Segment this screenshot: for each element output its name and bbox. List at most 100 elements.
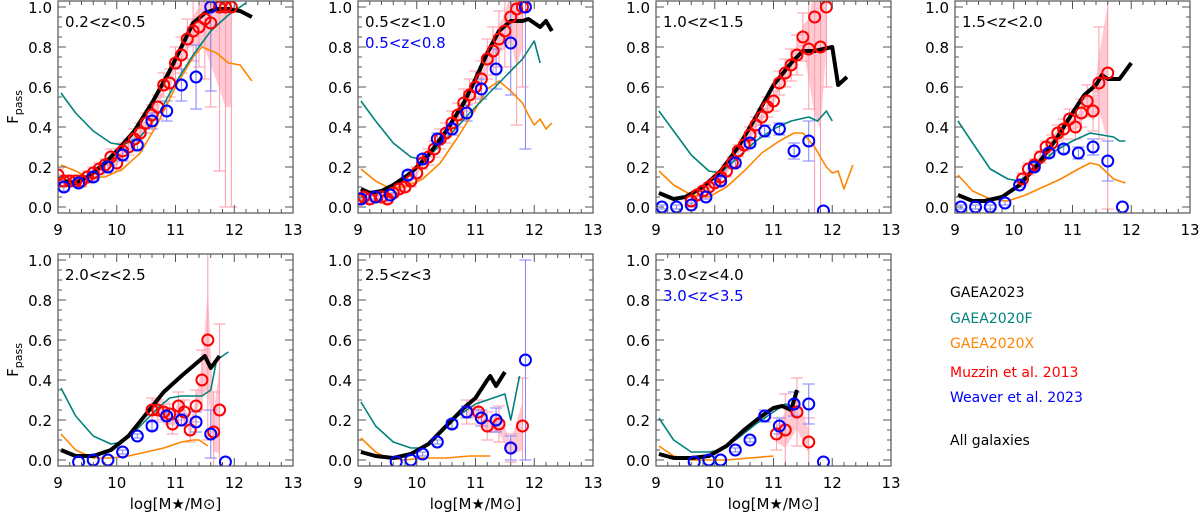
weaver-point — [743, 136, 757, 150]
weaver-point — [699, 190, 713, 204]
muzzin-point — [195, 373, 209, 387]
y-tick-label: 0.4 — [925, 119, 949, 137]
gaea2020f-line — [60, 351, 229, 445]
x-tick-label: 13 — [1180, 221, 1199, 239]
weaver-point — [802, 397, 816, 411]
redshift-label: 3.0<z<4.0 — [663, 266, 744, 284]
weaver-point — [489, 413, 503, 427]
redshift-label: 0.2<z<0.5 — [65, 13, 146, 31]
plot-area — [358, 1, 554, 206]
weaver-point — [1115, 200, 1129, 213]
axis-ticks — [655, 254, 892, 466]
weaver-point — [401, 168, 415, 182]
gaea2020x-line — [360, 437, 491, 461]
x-tick-label: 9 — [651, 221, 661, 239]
weaver-point — [474, 82, 488, 96]
plot-area — [60, 254, 232, 466]
weaver-error-bar — [519, 259, 532, 461]
y-tick-label: 1.0 — [925, 0, 949, 17]
weaver-point — [714, 174, 728, 188]
weaver-point — [160, 104, 174, 118]
x-tick-label: 12 — [823, 474, 842, 492]
weaver-point — [383, 188, 397, 202]
y-tick-label: 0.2 — [28, 159, 52, 177]
y-tick-label: 0.8 — [925, 39, 949, 57]
muzzin-point — [1016, 172, 1030, 186]
muzzin-point — [516, 419, 529, 433]
muzzin-point — [743, 128, 757, 142]
y-tick-label: 0.0 — [328, 452, 352, 470]
legend-entry-muzzin: Muzzin et al. 2013 — [950, 365, 1078, 381]
panel-6: 9 10 11 12 13 0.0 0.2 0.4 0.6 0.8 1.0 2.5<z<3 log[M★… — [328, 252, 602, 513]
weaver-point — [130, 138, 144, 152]
y-tick-label: 0.6 — [626, 79, 650, 97]
weaver-point — [189, 70, 203, 84]
x-tick-label: 11 — [466, 474, 485, 492]
axis-ticks — [954, 1, 1191, 213]
weaver-point — [1057, 142, 1071, 156]
x-tick-label: 9 — [353, 474, 363, 492]
muzzin-point — [157, 78, 171, 92]
muzzin-point — [213, 403, 227, 417]
y-tick-label: 1.0 — [328, 0, 352, 17]
muzzin-point — [1057, 122, 1071, 136]
weaver-error-bar — [744, 437, 756, 443]
x-tick-label: 13 — [283, 221, 302, 239]
muzzin-point — [177, 405, 191, 419]
y-axis-title-main: F — [4, 115, 22, 124]
plot-area — [58, 1, 253, 208]
plot-frame — [357, 253, 594, 467]
muzzin-uncertainty-band — [776, 395, 809, 454]
weaver-error-bar — [1101, 140, 1114, 182]
weaver-point — [816, 455, 830, 466]
x-axis-title: log[M★/M⊙] — [728, 495, 820, 513]
weaver-point — [460, 106, 474, 120]
x-tick-label: 9 — [53, 221, 63, 239]
weaver-point — [116, 445, 130, 459]
weaver-point — [687, 455, 701, 466]
weaver-point — [1086, 140, 1100, 154]
weaver-point — [772, 419, 786, 433]
weaver-point — [86, 170, 100, 184]
weaver-redshift-label: 0.5<z<0.8 — [365, 34, 446, 52]
weaver-point — [145, 114, 159, 128]
x-tick-label: 12 — [823, 221, 842, 239]
weaver-point — [101, 160, 115, 174]
legend-entry-weaver: Weaver et al. 2023 — [950, 390, 1083, 406]
x-tick-label: 9 — [950, 221, 960, 239]
muzzin-point — [1080, 94, 1094, 108]
y-tick-label: 1.0 — [28, 0, 52, 17]
weaver-point — [489, 62, 503, 76]
weaver-error-bar — [131, 433, 144, 439]
y-tick-label: 0.2 — [328, 159, 352, 177]
muzzin-point — [784, 58, 798, 72]
x-tick-label: 13 — [583, 221, 602, 239]
weaver-point — [116, 148, 130, 162]
weaver-point — [72, 455, 86, 466]
gaea2020x-line — [360, 80, 553, 188]
weaver-point — [728, 156, 742, 170]
weaver-point — [101, 453, 115, 466]
y-tick-label: 0.6 — [925, 79, 949, 97]
weaver-error-bar — [519, 1, 532, 150]
x-tick-label: 10 — [107, 221, 126, 239]
y-tick-label: 0.6 — [28, 79, 52, 97]
weaver-point — [758, 409, 772, 423]
y-tick-label: 1.0 — [626, 0, 650, 17]
muzzin-point — [363, 192, 377, 206]
x-tick-label: 9 — [353, 221, 363, 239]
muzzin-point — [163, 76, 177, 90]
muzzin-point — [451, 108, 465, 122]
y-axis-title-main: F — [4, 368, 22, 377]
plot-area — [658, 377, 830, 466]
weaver-point — [358, 192, 368, 206]
weaver-point — [518, 353, 532, 367]
y-tick-label: 0.6 — [328, 79, 352, 97]
y-tick-label: 1.0 — [328, 252, 352, 270]
muzzin-uncertainty-band — [58, 1, 232, 184]
y-tick-label: 0.2 — [925, 159, 949, 177]
muzzin-point — [767, 94, 780, 108]
x-tick-label: 11 — [764, 221, 783, 239]
x-tick-label: 13 — [583, 474, 602, 492]
